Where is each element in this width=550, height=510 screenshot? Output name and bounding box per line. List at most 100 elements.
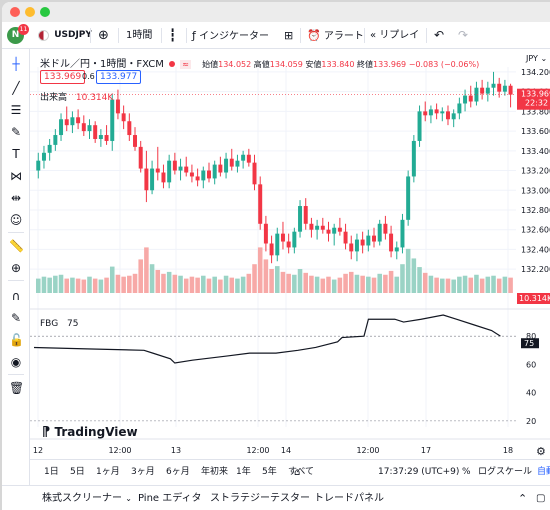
candle-type-icon[interactable]: ┇ (169, 28, 177, 42)
range-bar: 1日 5日 1ヶ月 3ヶ月 6ヶ月 年初来 1年 5年 すべて ⌂ 17:37:29 (UTC+… (30, 459, 550, 484)
crosshair-icon[interactable]: ┼ (12, 57, 20, 71)
minimize-window-button[interactable] (25, 7, 35, 17)
text-tool-icon[interactable]: T (12, 147, 20, 161)
range-button[interactable]: 5日 (70, 467, 85, 477)
candle-body (98, 135, 103, 139)
volume-bar (292, 274, 297, 293)
candle-body (508, 85, 513, 95)
volume-bar (400, 264, 405, 293)
volume-bar (314, 276, 320, 293)
emoji-icon[interactable]: ☺ (9, 213, 23, 227)
volume-bar (388, 270, 394, 293)
candle-body (320, 225, 325, 230)
chart-canvas[interactable]: 134.200134.000133.800133.600133.400133.2… (30, 49, 550, 459)
candle-body (104, 135, 109, 141)
oscillator-line (33, 314, 501, 364)
close-value: 133.969 (373, 60, 407, 69)
candle-body (41, 152, 46, 161)
range-button[interactable]: 3ヶ月 (131, 467, 155, 477)
calendar-icon[interactable]: ⌂ (294, 467, 301, 478)
low-label: 安値 (305, 60, 322, 69)
notification-badge: 11 (18, 24, 29, 35)
tab-trade-panel[interactable]: トレードパネル (314, 493, 384, 504)
range-button[interactable]: 1ヶ月 (96, 467, 120, 477)
symbol-search-button[interactable]: USDJPY (38, 22, 92, 49)
prediction-icon[interactable]: ⇹ (10, 191, 22, 205)
alert-button[interactable]: ⏰ アラート (307, 22, 364, 49)
volume-bar (269, 269, 274, 293)
redo-icon[interactable]: ↷ (458, 28, 469, 42)
candle-body (76, 117, 81, 124)
eye-icon[interactable]: ◉ (10, 355, 22, 369)
price-tick-label: 132.800 (521, 206, 550, 215)
time-tick-label: 12 (33, 446, 43, 455)
brush-icon[interactable]: ✎ (10, 125, 22, 139)
indicators-icon: ƒ (192, 29, 196, 42)
divider (161, 28, 162, 43)
candle-body (343, 231, 348, 244)
volume-bar (508, 277, 513, 293)
range-button[interactable]: 1年 (236, 467, 251, 477)
collapse-panel-icon[interactable]: ⌃ (518, 492, 528, 505)
pattern-icon[interactable]: ⋈ (10, 169, 22, 183)
layout-grid-icon[interactable]: ⊞ (284, 29, 294, 42)
volume-bar (229, 277, 235, 293)
candle-body (354, 239, 359, 252)
volume-bar (445, 278, 451, 293)
range-button[interactable]: 年初来 (201, 467, 229, 477)
indicators-button[interactable]: ƒ インジケーター (192, 22, 269, 49)
close-window-button[interactable] (10, 7, 20, 17)
volume-bar (383, 274, 388, 293)
oscillator-legend: FBG 75 (40, 319, 79, 329)
range-button[interactable]: 6ヶ月 (166, 467, 190, 477)
buy-price-box[interactable]: 133.977 (96, 70, 142, 84)
interval-button[interactable]: 1時間 (126, 30, 153, 41)
tab-pine-editor[interactable]: Pine エディタ (138, 493, 202, 504)
ruler-icon[interactable]: 📏 (9, 239, 24, 253)
log-scale-toggle[interactable]: ログスケール (478, 467, 533, 477)
divider (186, 28, 187, 43)
replay-button[interactable]: « リプレイ (370, 22, 419, 49)
range-button[interactable]: すべて (288, 467, 315, 477)
auto-scale-toggle[interactable]: 自動 (537, 467, 550, 477)
candle-body (172, 160, 177, 171)
undo-icon[interactable]: ↶ (434, 28, 445, 42)
chart-area[interactable]: 134.200134.000133.800133.600133.400133.2… (30, 49, 550, 459)
maximize-panel-icon[interactable]: ▢ (536, 493, 546, 504)
percent-toggle[interactable]: % (462, 467, 471, 477)
volume-bar (161, 273, 166, 293)
volume-bar (246, 273, 252, 293)
tab-stock-screener[interactable]: 株式スクリーナー ⌄ (42, 486, 132, 510)
trend-line-icon[interactable]: ╱ (12, 81, 20, 95)
maximize-window-button[interactable] (40, 7, 50, 17)
lock-drawings-icon[interactable]: ✎ (10, 311, 22, 325)
volume-bar (337, 277, 343, 293)
candle-body (372, 235, 377, 242)
range-button[interactable]: 5年 (262, 467, 277, 477)
horizontal-lines-icon[interactable]: ☰ (10, 103, 22, 117)
clock-display[interactable]: 17:37:29 (UTC+9) (378, 467, 460, 477)
zoom-in-icon[interactable]: ⊕ (10, 261, 22, 275)
magnet-icon[interactable]: ∩ (11, 289, 21, 303)
alarm-clock-icon: ⏰ (307, 29, 321, 42)
legend-title: 米ドル／円・1時間・FXCM (40, 59, 164, 70)
settings-gear-icon[interactable]: ⚙ (536, 445, 546, 458)
candle-body (451, 113, 456, 120)
volume-bar (331, 279, 337, 293)
compare-add-icon[interactable]: ⊕ (98, 28, 109, 43)
price-tick-label: 133.800 (521, 107, 550, 116)
time-tick-label: 17 (421, 446, 431, 455)
candle-body (292, 231, 297, 248)
volume-bar (115, 274, 121, 293)
volume-bar (98, 279, 104, 293)
lock-icon[interactable]: 🔓 (9, 333, 24, 347)
volume-bar (178, 275, 183, 293)
volume-bar (155, 269, 161, 293)
tab-strategy-tester[interactable]: ストラテジーテスター (210, 493, 310, 504)
range-button[interactable]: 1日 (44, 467, 59, 477)
candle-body (377, 223, 382, 242)
trash-icon[interactable]: 🗑 (9, 381, 25, 395)
sell-price-box[interactable]: 133.969 (40, 70, 86, 84)
volume-bar (257, 247, 263, 293)
high-label: 高値 (253, 60, 270, 69)
